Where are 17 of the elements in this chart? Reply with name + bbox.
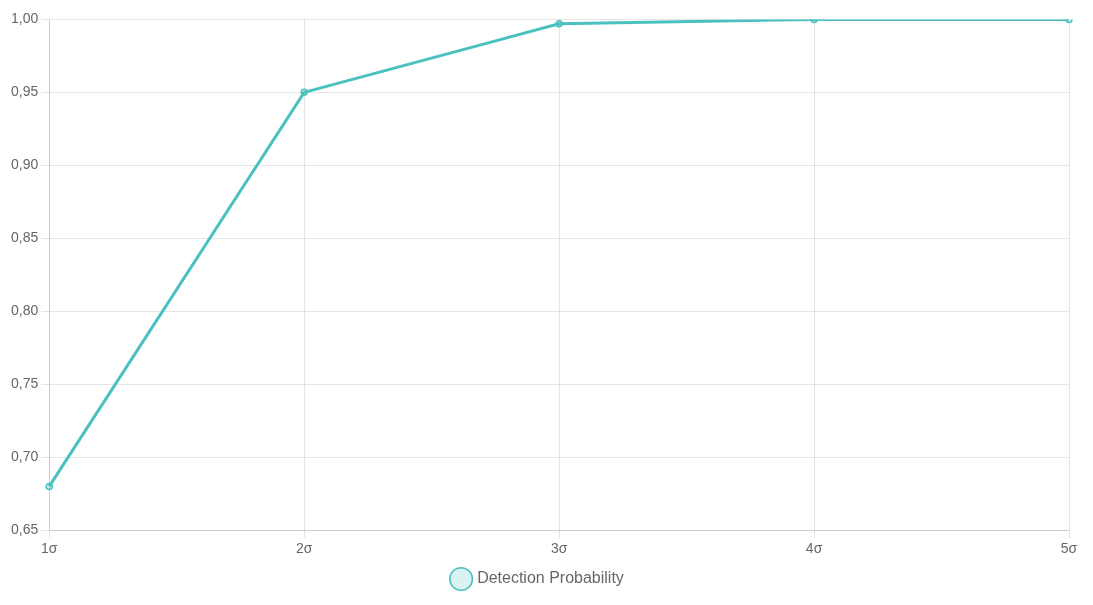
y-tick-label: 0,80 [11,302,39,319]
x-tick-label: 4σ [805,540,823,557]
x-tick-label: 2σ [295,540,313,557]
y-tick-label: 0,95 [11,83,39,100]
point [300,88,308,97]
y-tick-label: 0,65 [11,521,39,538]
y-tick-label: 0,85 [11,229,39,246]
x-tick-label: 5σ [1060,540,1078,557]
y-tick-label: 1,00 [11,10,39,27]
point [45,482,53,491]
x-tick-label: 3σ [550,540,568,557]
y-tick-label: 0,70 [11,448,39,465]
x-tick-label: 1σ [41,540,58,557]
legend-label: Detection Probability [477,569,624,587]
y-tick-label: 0,90 [11,156,39,173]
point [555,20,563,28]
y-tick-label: 0,75 [11,375,39,392]
